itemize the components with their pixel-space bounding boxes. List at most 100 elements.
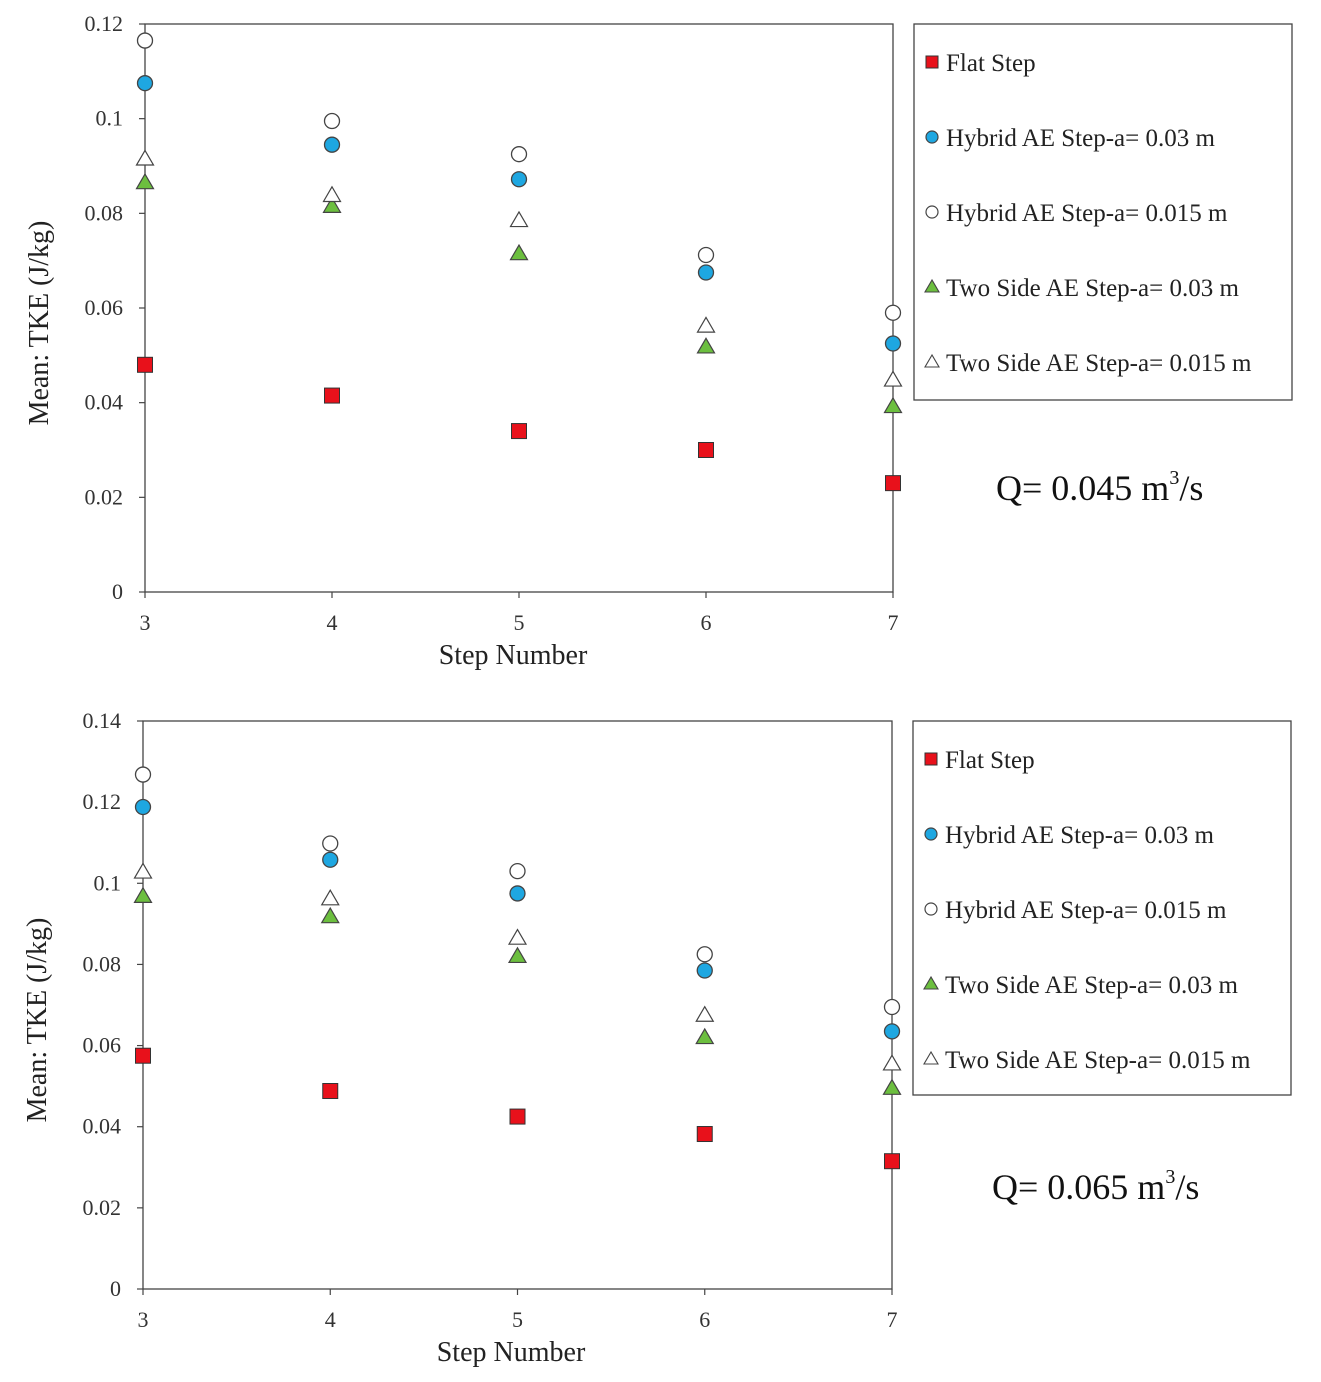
legend-marker: [923, 1050, 939, 1065]
x-tick-label: 3: [138, 1307, 149, 1332]
y-tick-label: 0.12: [85, 11, 124, 36]
data-point: [884, 1153, 900, 1170]
data-point: [135, 1047, 151, 1064]
legend-marker: [924, 752, 938, 766]
y-tick-label: 0: [110, 1276, 121, 1301]
x-tick-label: 4: [325, 1307, 336, 1332]
y-tick-label: 0.02: [85, 484, 124, 509]
y-tick-label: 0.04: [83, 1114, 122, 1139]
data-point: [320, 906, 340, 924]
series-triangle-open-5: [133, 862, 902, 1071]
data-point: [883, 370, 903, 387]
legend-item: Flat Step: [924, 747, 1035, 774]
legend-label: Hybrid AE Step-a= 0.03 m: [945, 822, 1214, 849]
legend-item: Two Side AE Step-a= 0.015 m: [923, 1047, 1251, 1074]
series-square-1: [135, 1047, 900, 1170]
data-point: [884, 335, 902, 352]
x-tick-label: 7: [888, 610, 899, 635]
annotation-superscript: 3: [1169, 467, 1179, 489]
legend-label: Two Side AE Step-a= 0.015 m: [945, 1047, 1251, 1074]
data-point: [509, 862, 526, 880]
annotation-suffix: /s: [1175, 1167, 1199, 1207]
data-point: [507, 946, 528, 964]
legend-item: Hybrid AE Step-a= 0.03 m: [925, 125, 1215, 152]
y-tick-label: 0.02: [83, 1195, 122, 1220]
x-axis-label: Step Number: [437, 1337, 586, 1368]
data-point: [322, 1083, 339, 1100]
x-tick-label: 5: [512, 1307, 523, 1332]
y-tick-label: 0.14: [83, 708, 122, 733]
data-point: [322, 851, 339, 868]
y-axis-label: Mean: TKE (J/kg): [22, 918, 53, 1123]
data-point: [133, 862, 153, 879]
series-circle-2: [134, 798, 901, 1040]
data-point: [134, 766, 152, 783]
legend-label: Hybrid AE Step-a= 0.015 m: [945, 897, 1227, 924]
y-tick-label: 0.08: [83, 951, 122, 976]
data-point: [695, 1027, 715, 1045]
annotation-superscript: 3: [1165, 1166, 1175, 1188]
y-tick-label: 0.06: [83, 1033, 122, 1058]
data-point: [509, 885, 526, 902]
legend: Flat Step Hybrid AE Step-a= 0.03 m Hybrid …: [912, 720, 1292, 1096]
legend-frame: [913, 23, 1293, 401]
data-point: [509, 243, 529, 261]
data-point: [883, 1023, 901, 1040]
legend-marker: [925, 55, 939, 69]
y-tick-label: 0.08: [85, 200, 124, 225]
data-point: [320, 889, 340, 906]
data-point: [135, 149, 155, 166]
data-point: [883, 396, 903, 414]
x-tick-label: 7: [887, 1307, 898, 1332]
chart-2: 0 0.02 0.04 0.06 0.08 0.1 0.12 0.14 3 4 5 6 7 Step Nu…: [22, 708, 1292, 1368]
data-point: [134, 798, 152, 816]
data-point: [883, 998, 901, 1016]
x-tick-label: 6: [701, 610, 712, 635]
series-triangle-open-5: [135, 149, 903, 387]
plot-area-frame: [144, 23, 894, 593]
legend-marker: [925, 130, 939, 144]
legend-label: Hybrid AE Step-a= 0.03 m: [946, 125, 1215, 152]
data-point: [695, 1005, 715, 1022]
data-point: [698, 442, 714, 458]
series-circle-open-3: [134, 766, 901, 1016]
data-point: [509, 210, 529, 228]
x-tick-label: 5: [514, 610, 525, 635]
flow-rate-annotation: Q= 0.065 m3/s: [992, 1166, 1199, 1207]
x-tick-label: 6: [699, 1307, 710, 1332]
data-point: [511, 423, 527, 440]
data-point: [509, 1108, 526, 1125]
data-point: [323, 136, 341, 153]
data-point: [136, 75, 154, 92]
series-triangle-4: [135, 172, 903, 414]
data-point: [510, 146, 528, 163]
x-tick-label: 3: [140, 610, 151, 635]
data-point: [885, 475, 901, 492]
series-square-1: [137, 356, 901, 492]
annotation-prefix: Q= 0.045 m: [996, 468, 1169, 508]
data-point: [697, 264, 715, 281]
legend-label: Flat Step: [946, 50, 1036, 77]
legend-item: Two Side AE Step-a= 0.03 m: [924, 275, 1239, 302]
y-tick-label: 0.06: [85, 295, 124, 320]
annotation-suffix: /s: [1179, 468, 1203, 508]
chart-1: 0 0.02 0.04 0.06 0.08 0.1 0.12 3 4 5 6 7 Step Number…: [24, 11, 1293, 671]
legend-marker: [923, 975, 939, 990]
data-point: [696, 337, 716, 354]
data-point: [882, 1078, 902, 1095]
data-point: [696, 1126, 713, 1143]
y-tick-label: 0.12: [83, 789, 122, 814]
legend-item: Two Side AE Step-a= 0.03 m: [923, 972, 1238, 999]
data-point: [137, 356, 153, 373]
y-tick-label: 0: [112, 579, 123, 604]
legend-label: Two Side AE Step-a= 0.015 m: [946, 350, 1252, 377]
x-tick-label: 4: [327, 610, 338, 635]
data-point: [322, 835, 339, 852]
data-point: [696, 946, 713, 963]
y-tick-label: 0.1: [96, 106, 124, 131]
y-tick-label: 0.1: [94, 870, 122, 895]
data-point: [136, 32, 154, 49]
legend-item: Hybrid AE Step-a= 0.015 m: [925, 200, 1228, 227]
data-point: [882, 1054, 902, 1071]
